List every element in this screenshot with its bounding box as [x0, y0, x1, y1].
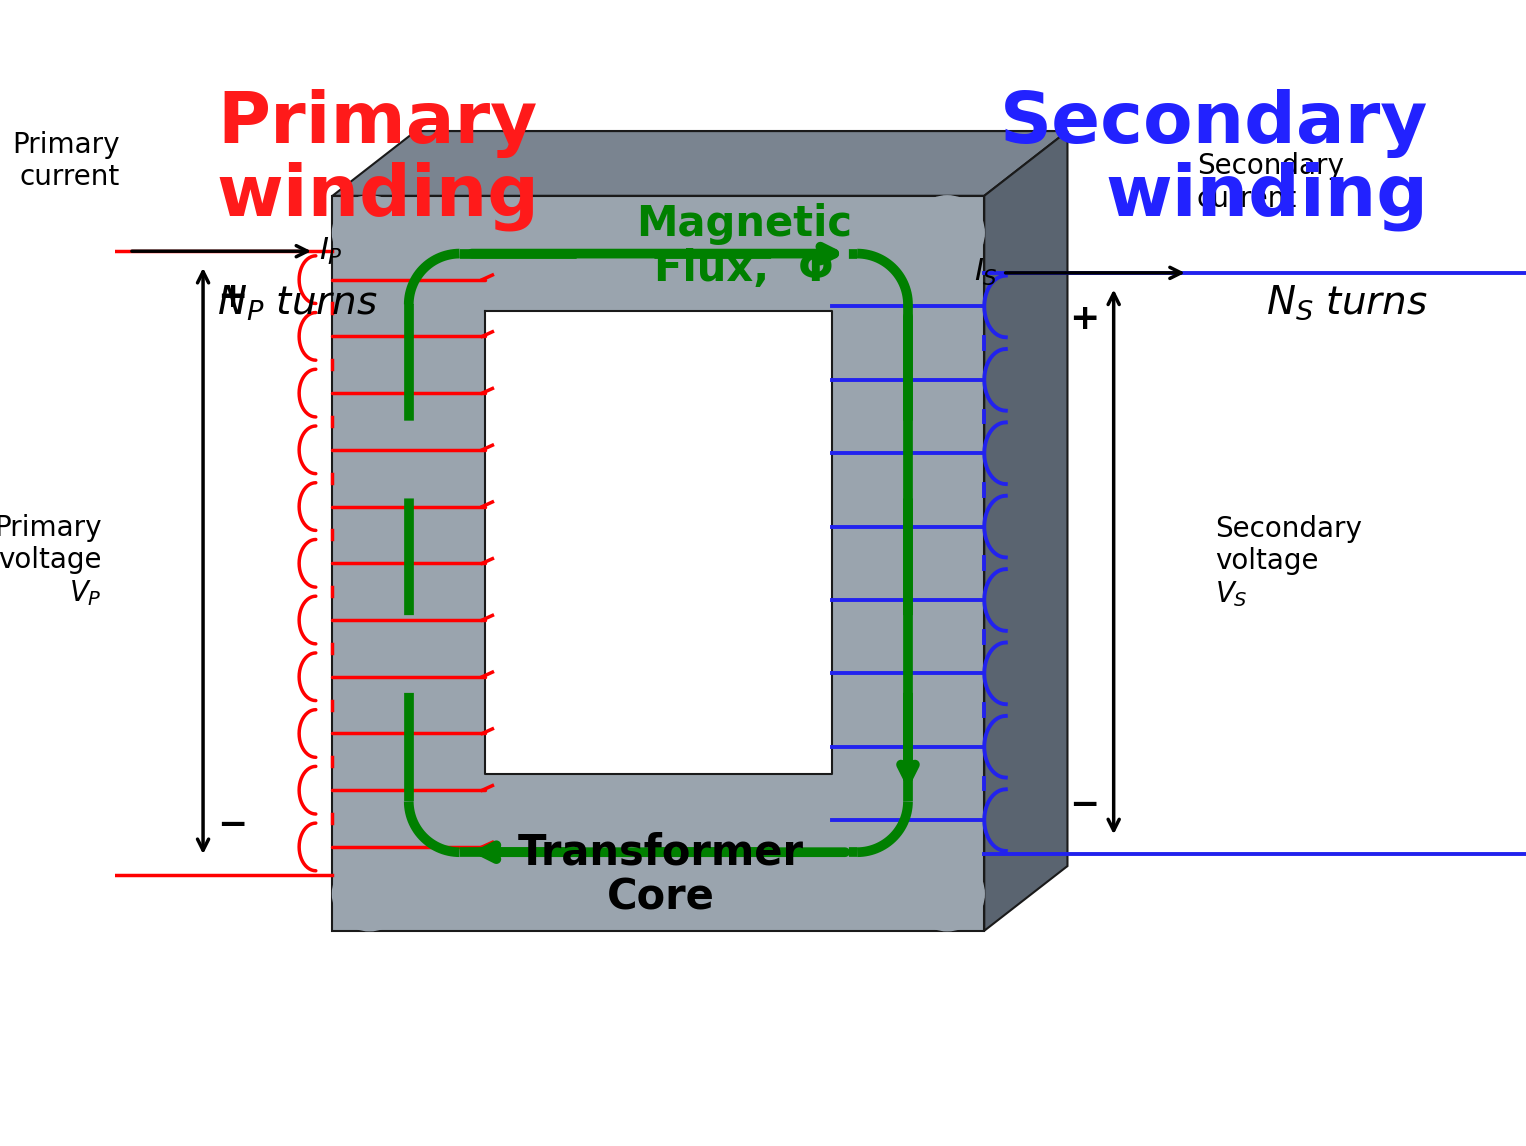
Text: −: − — [1070, 787, 1100, 822]
Text: Secondary
voltage
$V_S$: Secondary voltage $V_S$ — [1215, 515, 1363, 610]
Polygon shape — [333, 196, 984, 931]
Polygon shape — [984, 131, 1068, 931]
Text: Transformer
Core: Transformer Core — [517, 832, 804, 919]
Text: Secondary
current: Secondary current — [1196, 152, 1344, 213]
Text: Magnetic
Flux,  Φ: Magnetic Flux, Φ — [636, 203, 852, 290]
Polygon shape — [832, 246, 916, 774]
Polygon shape — [485, 709, 916, 774]
Circle shape — [911, 857, 984, 931]
Circle shape — [333, 196, 406, 269]
Text: Primary
current: Primary current — [12, 131, 121, 191]
Polygon shape — [568, 246, 916, 709]
Text: $I_P$: $I_P$ — [319, 236, 342, 267]
Polygon shape — [485, 246, 916, 312]
Text: Primary
voltage
$V_P$: Primary voltage $V_P$ — [0, 513, 101, 609]
Text: +: + — [217, 281, 247, 314]
Text: $N_S$ turns: $N_S$ turns — [1267, 284, 1428, 322]
Polygon shape — [485, 312, 832, 774]
Text: −: − — [217, 808, 247, 841]
Text: Primary
winding: Primary winding — [217, 89, 540, 230]
Text: +: + — [1070, 303, 1100, 336]
Circle shape — [333, 857, 406, 931]
Text: Secondary
winding: Secondary winding — [1000, 89, 1428, 230]
Text: $N_P$ turns: $N_P$ turns — [217, 284, 378, 323]
Text: $I_S$: $I_S$ — [974, 258, 998, 289]
Circle shape — [911, 196, 984, 269]
Polygon shape — [485, 246, 568, 774]
Polygon shape — [415, 131, 1068, 866]
Polygon shape — [333, 131, 1068, 196]
